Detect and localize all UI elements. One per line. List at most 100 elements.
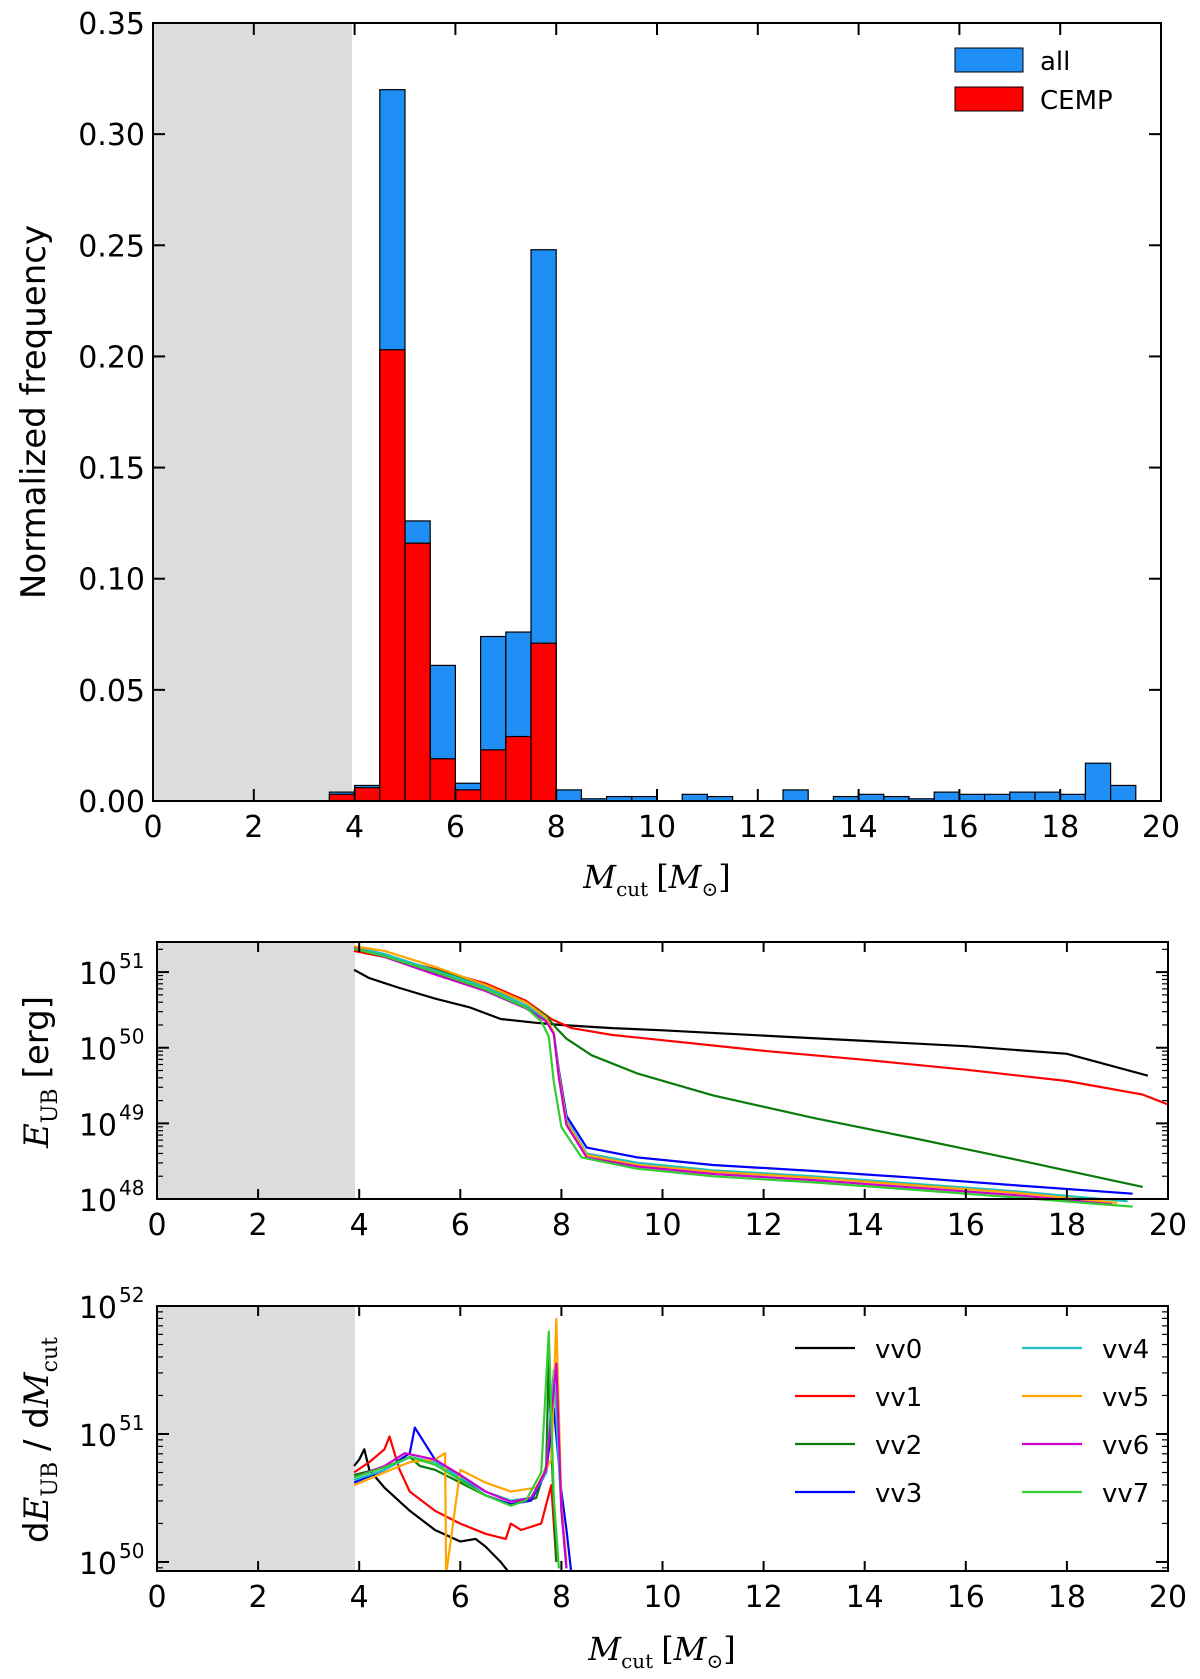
bar-cemp-5 [454, 789, 482, 802]
hist-xtick-label-6: 12 [739, 810, 777, 845]
bar-all-27 [1009, 791, 1036, 802]
deriv-xtick-label-7: 14 [846, 1580, 884, 1615]
legend-label-vv0: vv0 [875, 1335, 922, 1365]
energy-xtick-label-8: 16 [947, 1208, 985, 1243]
legend-swatch-cemp [954, 86, 1024, 112]
deriv-line-vv1 [353, 1435, 558, 1563]
legend-label-vv4: vv4 [1102, 1335, 1149, 1365]
energy-xtick-label-6: 12 [745, 1208, 783, 1243]
bar-all-24 [933, 791, 961, 802]
legend-label-vv3: vv3 [875, 1479, 922, 1509]
bar-all-21 [857, 793, 885, 802]
bar-all-30 [1084, 762, 1112, 802]
deriv-xtick-label-2: 4 [350, 1580, 369, 1615]
deriv-line-vv0 [353, 1448, 510, 1571]
legend-label-cemp: CEMP [1040, 86, 1113, 116]
hist-ylabel: Normalized frequency [14, 225, 54, 599]
hist-ytick-label-4: 0.20 [78, 340, 145, 375]
bar-cemp-0 [328, 793, 356, 802]
hist-xtick-label-7: 14 [840, 810, 878, 845]
energy-xtick-label-3: 6 [451, 1208, 470, 1243]
energy-shaded-region [157, 942, 355, 1199]
bar-all-18 [782, 789, 809, 802]
energy-xtick-label-5: 10 [643, 1208, 681, 1243]
hist-xtick-label-5: 10 [638, 810, 676, 845]
hist-ytick-label-0: 0.00 [78, 785, 145, 820]
energy-ytick-exp-1: 49 [119, 1100, 144, 1124]
bar-cemp-4 [429, 758, 457, 802]
energy-ytick-exp-0: 48 [119, 1176, 144, 1200]
hist-xtick-label-1: 2 [244, 810, 263, 845]
bar-cemp-7 [505, 735, 532, 802]
deriv-lines [353, 1317, 573, 1571]
hist-xtick-label-2: 4 [345, 810, 364, 845]
energy-ytick-exp-3: 51 [119, 949, 144, 973]
energy-xtick-label-1: 2 [249, 1208, 268, 1243]
hist-xtick-label-8: 16 [940, 810, 978, 845]
deriv-xlabel: Mcut [M⊙] [587, 1630, 735, 1673]
hist-legend: all CEMP [954, 47, 1113, 116]
bar-all-9 [555, 789, 583, 802]
deriv-xtick-label-0: 0 [147, 1580, 166, 1615]
hist-ytick-label-1: 0.05 [78, 674, 145, 709]
hist-xtick-label-10: 20 [1142, 810, 1180, 845]
deriv-line-vv2 [353, 1356, 558, 1563]
deriv-xtick-label-1: 2 [249, 1580, 268, 1615]
energy-xtick-label-10: 20 [1149, 1208, 1187, 1243]
bar-all-14 [681, 793, 709, 802]
energy-line-vv0 [353, 968, 1149, 1077]
energy-xtick-label-0: 0 [147, 1208, 166, 1243]
energy-line-vv1 [353, 949, 1169, 1106]
legend-label-vv7: vv7 [1102, 1479, 1149, 1509]
energy-xtick-label-7: 14 [846, 1208, 884, 1243]
hist-bars [328, 89, 1137, 802]
hist-xtick-label-4: 8 [547, 810, 566, 845]
energy-line-vv6 [353, 946, 1113, 1206]
deriv-xtick-label-8: 16 [947, 1580, 985, 1615]
hist-ticks: 0 2 4 6 8 10 12 14 16 18 20 0.00 0.05 0.10 0.15 0.20 0.2… [78, 7, 1180, 845]
deriv-xtick-label-9: 18 [1048, 1580, 1086, 1615]
energy-lines [353, 945, 1169, 1208]
energy-ytick-exp-2: 50 [119, 1025, 144, 1049]
hist-ytick-label-2: 0.10 [78, 563, 145, 598]
bar-cemp-8 [530, 642, 557, 802]
hist-ytick-label-5: 0.25 [78, 229, 145, 264]
hist-ytick-label-3: 0.15 [78, 452, 145, 487]
energy-ytick-label-3: 10 [79, 957, 117, 992]
panel-histogram: 0 2 4 6 8 10 12 14 16 18 20 0.00 0.05 0.10 0.15 0.20 0.2… [14, 7, 1180, 901]
deriv-ytick-label-1: 10 [79, 1419, 117, 1454]
bar-cemp-2 [379, 349, 406, 802]
energy-ylabel: EUB[erg] [17, 996, 63, 1149]
legend-label-all: all [1040, 47, 1070, 77]
energy-line-vv7 [353, 947, 1133, 1208]
bar-cemp-1 [354, 787, 381, 802]
bar-all-29 [1059, 793, 1086, 802]
bar-cemp-3 [404, 542, 431, 802]
deriv-line-vv5 [353, 1317, 568, 1571]
deriv-xtick-label-6: 12 [745, 1580, 783, 1615]
deriv-line-vv6 [353, 1362, 568, 1569]
deriv-xtick-label-4: 8 [552, 1580, 571, 1615]
deriv-line-vv7 [353, 1330, 560, 1569]
hist-xlabel: Mcut [M⊙] [582, 858, 730, 901]
bar-cemp-6 [480, 749, 507, 802]
deriv-xtick-label-5: 10 [643, 1580, 681, 1615]
hist-ytick-label-7: 0.35 [78, 7, 145, 42]
hist-ytick-label-6: 0.30 [78, 118, 145, 153]
deriv-legend: vv0 vv1 vv2 vv3 vv4 vv5 vv6 vv7 [795, 1335, 1149, 1509]
deriv-xtick-label-10: 20 [1149, 1580, 1187, 1615]
deriv-ytick-exp-0: 50 [119, 1539, 144, 1563]
deriv-ytick-exp-2: 52 [119, 1283, 144, 1307]
deriv-xtick-label-3: 6 [451, 1580, 470, 1615]
deriv-ytick-exp-1: 51 [119, 1411, 144, 1435]
legend-label-vv5: vv5 [1102, 1383, 1149, 1413]
energy-ytick-label-1: 10 [79, 1108, 117, 1143]
deriv-ylabel: dEUB / dMcut [17, 1337, 63, 1543]
bar-all-25 [958, 793, 986, 802]
hist-xtick-label-9: 18 [1041, 810, 1079, 845]
bar-all-28 [1034, 791, 1061, 802]
